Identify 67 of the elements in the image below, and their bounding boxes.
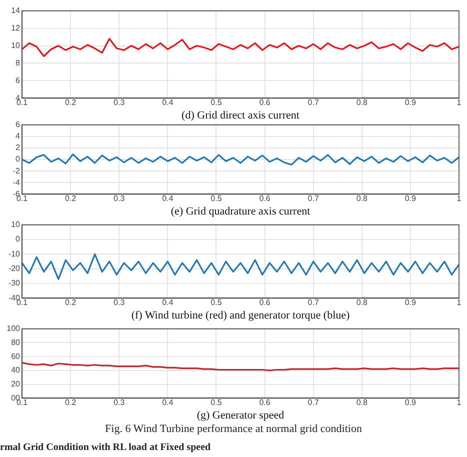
x-tick-label: 0.7 xyxy=(308,194,320,204)
y-tick-label: -10 xyxy=(8,249,21,258)
x-tick-label: 0.3 xyxy=(114,98,126,108)
x-tick-label: 0.6 xyxy=(259,298,271,308)
y-tick-label: 10 xyxy=(11,220,21,230)
x-tick-label: 0.5 xyxy=(210,398,222,408)
x-tick-label: 0.4 xyxy=(162,194,174,204)
x-tick-label: 0.7 xyxy=(308,398,320,408)
y-tick-label: 6 xyxy=(16,76,21,85)
x-tick-label: 0.6 xyxy=(259,98,271,108)
x-tick-label: 0.3 xyxy=(114,398,126,408)
x-tick-label: 1 xyxy=(456,298,462,308)
x-axis-title: (f) Wind turbine (red) and generator torque (blue) xyxy=(131,309,350,322)
y-tick-label: 0 xyxy=(16,154,21,164)
x-tick-label: 0.1 xyxy=(16,98,28,108)
y-tick-label: 12 xyxy=(11,23,21,32)
x-tick-label: 0.1 xyxy=(16,194,28,204)
x-tick-label: 0.4 xyxy=(162,298,174,308)
x-tick-label: 1 xyxy=(456,98,462,108)
y-tick-label: 40 xyxy=(11,366,21,375)
y-tick-label: -2 xyxy=(12,166,21,176)
y-tick-label: 60 xyxy=(11,352,21,361)
y-tick-label: -4 xyxy=(12,178,21,187)
x-tick-label: 0.6 xyxy=(259,398,271,408)
x-tick-label: 0.5 xyxy=(210,194,222,204)
y-tick-label: 100 xyxy=(6,324,21,334)
x-tick-label: 0.2 xyxy=(64,194,77,204)
x-tick-label: 0.2 xyxy=(64,298,77,308)
x-tick-label: 0.8 xyxy=(356,298,368,308)
x-axis-title: (d) Grid direct axis current xyxy=(182,109,300,122)
x-tick-label: 0.8 xyxy=(356,398,368,408)
x-tick-label: 0.9 xyxy=(404,98,417,108)
y-tick-label: -20 xyxy=(8,264,21,274)
y-tick-label: 4 xyxy=(16,132,21,141)
x-tick-label: 0.3 xyxy=(114,298,126,308)
x-axis-title: (g) Generator speed xyxy=(196,409,285,422)
x-tick-label: 0.1 xyxy=(16,398,28,408)
x-tick-label: 0.8 xyxy=(356,98,368,108)
caption: Fig. 6 Wind Turbine performance at normal grid condition xyxy=(104,423,363,435)
y-tick-label: -30 xyxy=(8,278,21,288)
x-tick-label: 0.9 xyxy=(404,298,417,308)
y-tick-label: 2 xyxy=(16,143,21,152)
x-tick-label: 0.4 xyxy=(162,98,174,108)
x-tick-label: 0.7 xyxy=(308,98,320,108)
x-tick-label: 0.7 xyxy=(308,298,320,308)
x-tick-label: 1 xyxy=(456,398,462,408)
x-tick-label: 1 xyxy=(456,194,462,204)
y-tick-label: 8 xyxy=(16,58,21,68)
x-tick-label: 0.6 xyxy=(259,194,271,204)
y-tick-label: 6 xyxy=(16,120,21,130)
x-tick-label: 0.2 xyxy=(64,98,77,108)
x-axis-title: (e) Grid quadrature axis current xyxy=(170,205,310,218)
x-tick-label: 0.5 xyxy=(210,98,222,108)
x-tick-label: 0.3 xyxy=(114,194,126,204)
x-tick-label: 0.5 xyxy=(210,298,222,308)
x-tick-label: 0.2 xyxy=(64,398,77,408)
x-tick-label: 0.9 xyxy=(404,398,417,408)
text: rmal Grid Condition with RL load at Fixed speed xyxy=(0,442,212,453)
x-tick-label: 0.1 xyxy=(16,298,28,308)
x-tick-label: 0.9 xyxy=(404,194,417,204)
y-tick-label: 0 xyxy=(16,234,21,244)
x-tick-label: 0.8 xyxy=(356,194,368,204)
y-tick-label: 10 xyxy=(11,40,21,50)
y-tick-label: 20 xyxy=(11,380,21,389)
y-tick-label: 14 xyxy=(11,6,21,16)
y-tick-label: 80 xyxy=(11,338,21,347)
x-tick-label: 0.4 xyxy=(162,398,174,408)
